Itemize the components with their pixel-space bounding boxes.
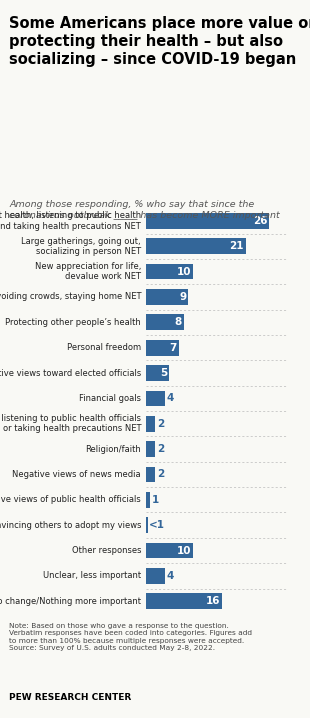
Bar [146, 391, 165, 406]
Text: 21: 21 [229, 241, 244, 251]
Text: <1: <1 [149, 520, 165, 530]
Text: Financial goals: Financial goals [79, 394, 141, 403]
Text: 2: 2 [157, 444, 164, 454]
Text: 10: 10 [177, 266, 191, 276]
Bar [146, 492, 150, 508]
Text: Some Americans place more value on
protecting their health – but also
socializin: Some Americans place more value on prote… [9, 16, 310, 67]
Text: 9: 9 [179, 292, 187, 302]
Bar [146, 238, 246, 254]
Text: Protect health, listening to public health
officials and taking health precautio: Protect health, listening to public heal… [0, 211, 141, 230]
Bar [146, 568, 165, 584]
Text: 26: 26 [253, 216, 268, 226]
Text: Negative views of news media: Negative views of news media [12, 470, 141, 479]
Text: Convincing others to adopt my views: Convincing others to adopt my views [0, 521, 141, 530]
Text: 2: 2 [157, 470, 164, 480]
Bar [146, 289, 188, 305]
Bar [146, 593, 222, 609]
Text: Negative views of public health officials: Negative views of public health official… [0, 495, 141, 504]
Text: 2: 2 [157, 419, 164, 429]
Text: 1: 1 [152, 495, 159, 505]
Text: No change/Nothing more important: No change/Nothing more important [0, 597, 141, 606]
Text: 4: 4 [166, 393, 174, 404]
Bar [146, 442, 155, 457]
Bar [146, 264, 193, 279]
Bar [146, 416, 155, 432]
Text: 16: 16 [205, 596, 220, 606]
Text: Negative views toward elected officials: Negative views toward elected officials [0, 368, 141, 378]
Text: Religion/faith: Religion/faith [85, 444, 141, 454]
Text: Personal freedom: Personal freedom [67, 343, 141, 352]
Text: 5: 5 [160, 368, 168, 378]
Bar [146, 517, 148, 533]
Bar [146, 213, 269, 229]
Bar [146, 467, 155, 482]
Bar [146, 365, 170, 381]
Text: 7: 7 [170, 342, 177, 353]
Text: New appreciation for life,
devalue work NET: New appreciation for life, devalue work … [35, 262, 141, 281]
Text: 10: 10 [177, 546, 191, 556]
Text: Avoiding crowds, staying home NET: Avoiding crowds, staying home NET [0, 292, 141, 302]
Text: Not listening to public health officials
or taking health precautions NET: Not listening to public health officials… [0, 414, 141, 434]
Text: Other responses: Other responses [72, 546, 141, 555]
Text: Protecting other people’s health: Protecting other people’s health [5, 318, 141, 327]
Text: Note: Based on those who gave a response to the question.
Verbatim responses hav: Note: Based on those who gave a response… [9, 623, 252, 651]
Text: 4: 4 [166, 571, 174, 581]
Text: Unclear, less important: Unclear, less important [43, 572, 141, 580]
Text: Large gatherings, going out,
socializing in person NET: Large gatherings, going out, socializing… [21, 236, 141, 256]
Text: 8: 8 [175, 317, 182, 327]
Bar [146, 340, 179, 355]
Bar [146, 314, 184, 330]
Bar [146, 543, 193, 559]
Text: PEW RESEARCH CENTER: PEW RESEARCH CENTER [9, 693, 131, 702]
Text: Among those responding, % who say that since the
coronavirus outbreak _____ has : Among those responding, % who say that s… [9, 200, 280, 220]
